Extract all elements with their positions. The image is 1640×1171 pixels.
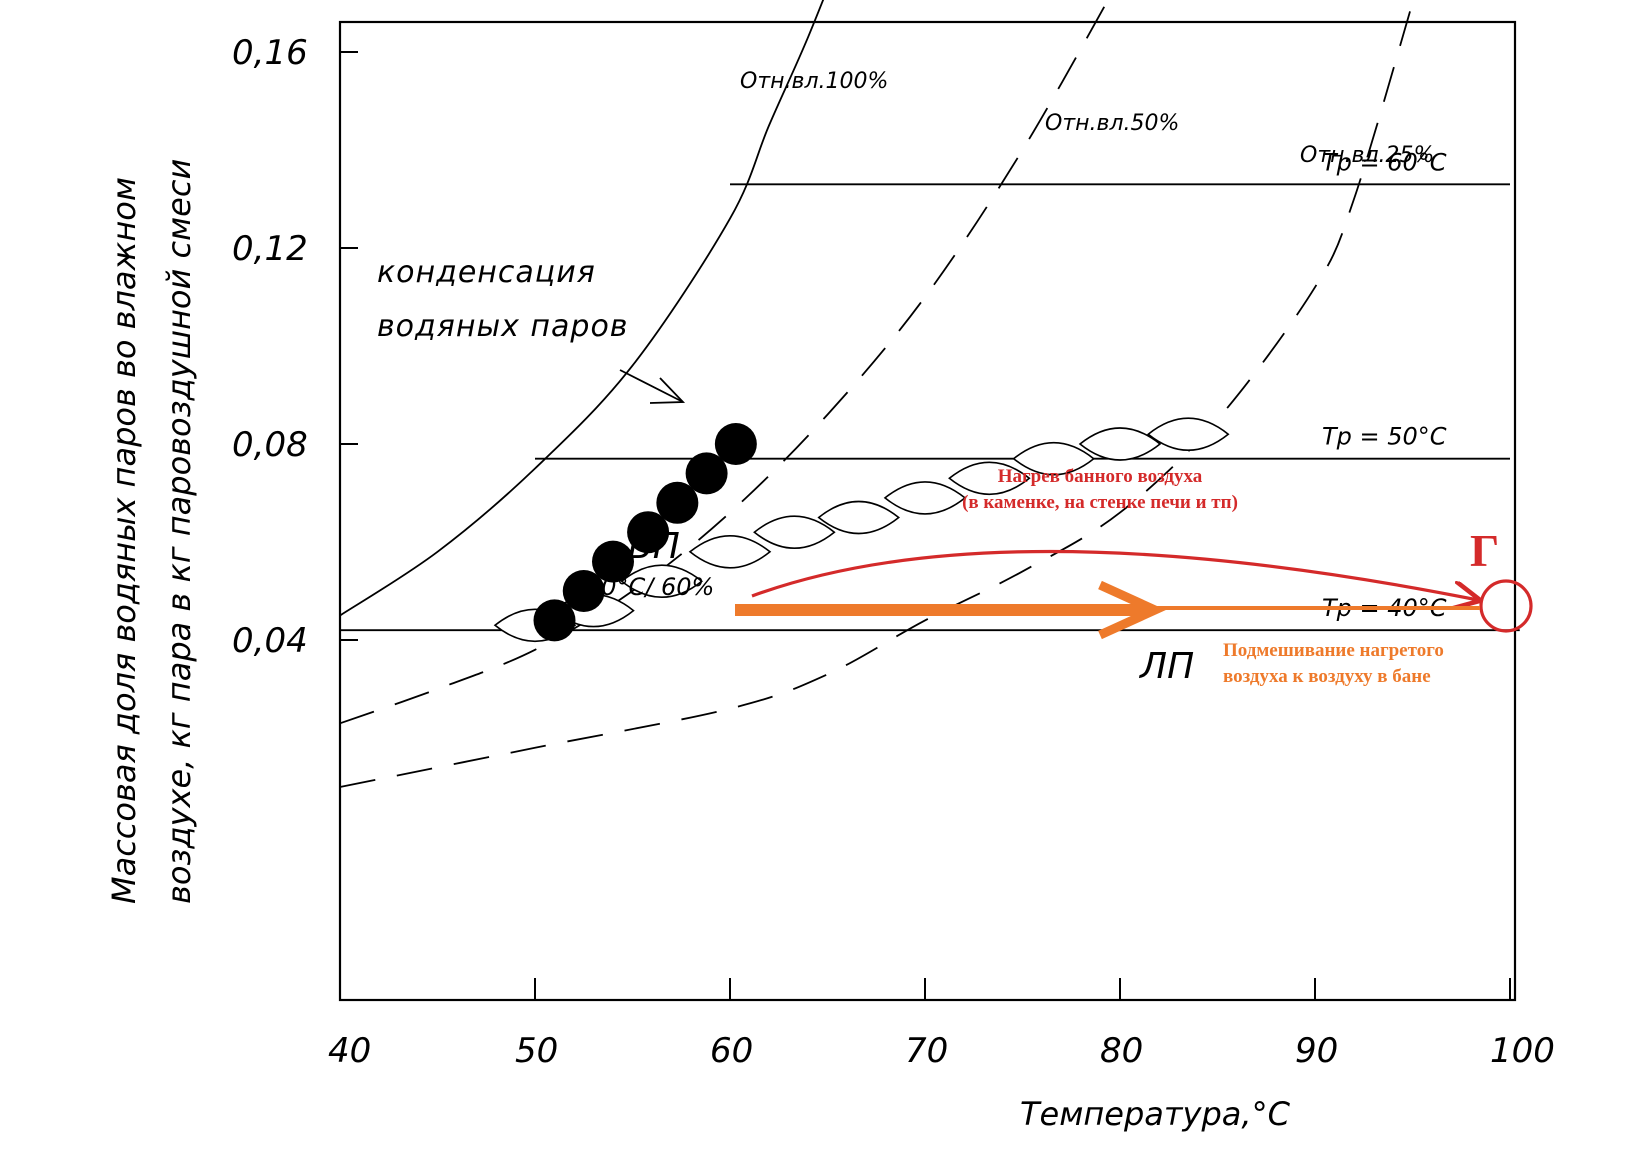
x-tick-labels: 40 50 60 70 80 90 100 <box>328 1031 1555 1071</box>
vp-dot <box>656 481 699 524</box>
rh-curve-label: Отн.вл.100% <box>740 69 888 94</box>
condensation-label-line1: конденсация <box>377 255 596 290</box>
humidity-curves <box>339 0 1414 788</box>
heating-label-line2: (в каменке, на стенке печи и тп) <box>962 492 1238 513</box>
x-tick-label: 100 <box>1490 1031 1555 1071</box>
rh-curve-label: Отн.вл.50% <box>1045 111 1179 136</box>
lp-leaf <box>1146 417 1230 451</box>
x-axis-title: Температура,°C <box>1020 1095 1291 1133</box>
x-tick-label: 50 <box>515 1031 558 1071</box>
lp-leaf <box>883 481 967 515</box>
x-tick-label: 80 <box>1100 1031 1143 1071</box>
rh-curve <box>339 0 1110 725</box>
x-tick-label: 90 <box>1295 1031 1338 1071</box>
lp-leaf <box>1012 441 1095 476</box>
x-tick-label: 70 <box>905 1031 948 1071</box>
x-tick-label: 40 <box>328 1031 371 1071</box>
y-axis-title-line2: воздухе, кг пара в кг паровоздушной смес… <box>160 159 198 904</box>
point-g-circle <box>1479 579 1533 633</box>
mixing-arrow <box>735 580 1480 640</box>
vp-dot <box>533 599 576 642</box>
lp-leaf <box>817 500 900 535</box>
vp-label: ВП <box>628 526 680 567</box>
y-tick-label: 0,16 <box>232 33 308 73</box>
vp-dot <box>714 423 757 465</box>
y-tick-label: 0,08 <box>232 425 308 465</box>
point-g-label: Г <box>1470 525 1499 576</box>
vp-sublabel: 60°C/ 60% <box>586 573 714 601</box>
axis-ticks <box>340 51 1511 1000</box>
heating-label-line1: Нагрев банного воздуха <box>998 466 1203 487</box>
y-tick-label: 0,04 <box>232 621 308 661</box>
lp-leaf <box>1078 427 1162 461</box>
mixing-label-line1: Подмешивание нагретого <box>1223 640 1444 661</box>
lp-leaf <box>688 535 772 569</box>
lp-leaf <box>620 564 704 598</box>
lp-leaf <box>948 461 1031 496</box>
dew-line-label: Тр = 60°C <box>1322 148 1447 176</box>
vp-dot <box>627 511 670 554</box>
rh-curve-label: Отн.вл.25% <box>1300 143 1434 168</box>
condensation-label-line2: водяных паров <box>377 309 629 344</box>
humidity-curve-labels: Отн.вл.100% Отн.вл.50% Отн.вл.25% <box>740 69 1434 168</box>
lp-label: ЛП <box>1138 646 1194 687</box>
rh-curve <box>339 2 1414 788</box>
y-axis-title-line1: Массовая доля водяных паров во влажном <box>105 177 143 904</box>
plot-frame <box>338 20 1517 1002</box>
mixing-label-line2: воздуха к воздуху в бане <box>1223 666 1431 687</box>
vp-dot <box>685 452 728 495</box>
vp-dot <box>562 570 605 612</box>
rh-curve <box>339 0 825 617</box>
lp-leaf <box>753 515 836 549</box>
heating-arrow <box>751 549 1478 600</box>
condensation-arrow <box>619 369 686 404</box>
x-tick-label: 60 <box>710 1031 753 1071</box>
vp-dot <box>592 540 634 583</box>
y-tick-label: 0,12 <box>232 229 308 269</box>
vp-points <box>533 423 757 642</box>
dew-line-label: Тр = 50°C <box>1322 423 1447 451</box>
y-tick-labels: 0,040,080,120,160,20 <box>232 33 308 661</box>
